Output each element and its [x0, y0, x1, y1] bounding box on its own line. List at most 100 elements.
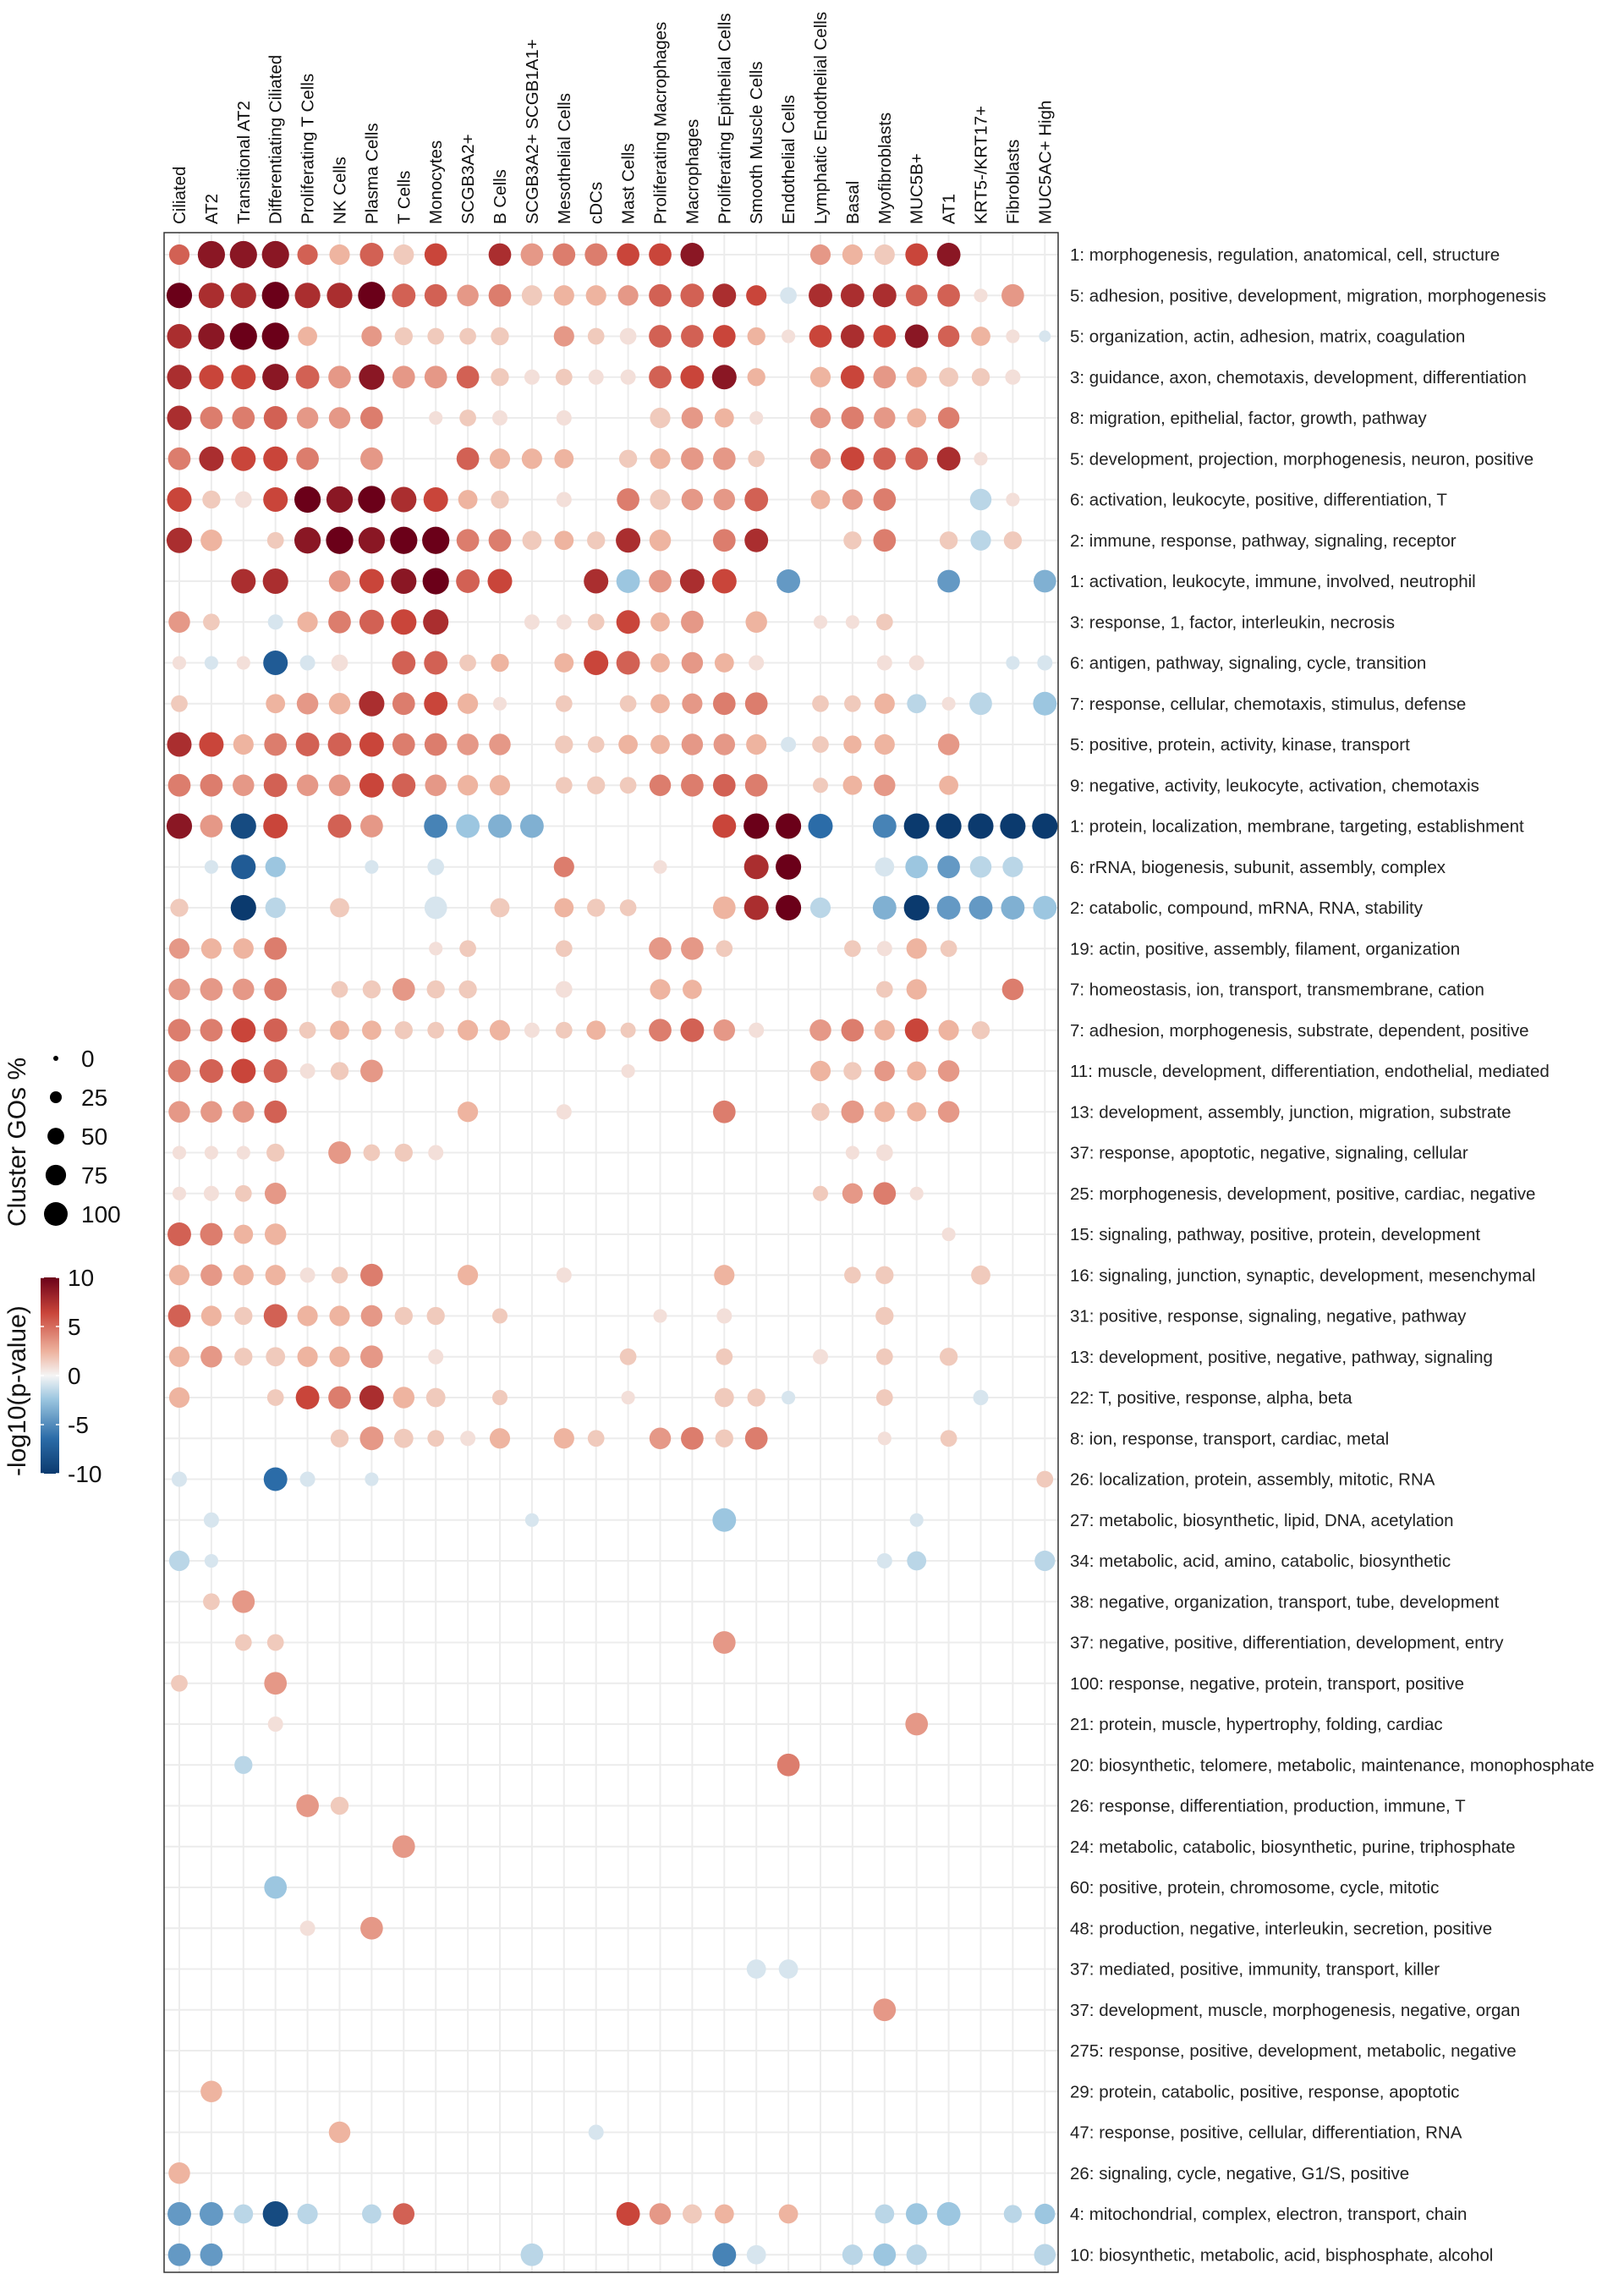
dot: [1034, 2203, 1056, 2225]
dot: [263, 486, 288, 513]
column-labels: Ciliated AT2 Transitional AT2 Differentiati…: [170, 12, 1055, 224]
dot: [681, 1426, 704, 1450]
dot: [744, 487, 769, 512]
row-label: 26: localization, protein, assembly, mit…: [1070, 1470, 1435, 1490]
dot: [940, 940, 957, 958]
legend-size-label: 50: [81, 1123, 107, 1150]
dot: [554, 448, 574, 469]
dot: [840, 283, 864, 308]
dot: [423, 609, 449, 635]
dot: [808, 813, 833, 839]
dot: [299, 1267, 315, 1283]
dot: [841, 1019, 864, 1042]
dot: [1033, 569, 1056, 593]
dot: [971, 327, 990, 346]
legend-color: -log10(p-value) 10 5 0 -5 -10: [3, 1265, 102, 1487]
dot: [776, 569, 801, 593]
row-label: 11: muscle, development, differentiation…: [1070, 1062, 1550, 1081]
dot: [714, 1387, 734, 1408]
dot: [556, 614, 572, 630]
column-label: SCGB3A2+: [458, 134, 478, 224]
dot: [588, 2124, 604, 2140]
dot: [681, 447, 704, 470]
dot: [359, 568, 384, 594]
dot: [294, 527, 321, 554]
dot: [749, 655, 765, 671]
legend-size-dot: [50, 1091, 62, 1103]
dot: [330, 1020, 349, 1041]
dot: [842, 489, 863, 510]
dot: [458, 693, 479, 714]
dot: [391, 486, 417, 513]
dot: [204, 860, 218, 874]
dot: [809, 325, 832, 348]
dot: [456, 365, 480, 389]
dot: [936, 2202, 961, 2226]
dot: [939, 367, 958, 387]
dot: [780, 287, 797, 305]
dot: [681, 937, 704, 960]
dot: [492, 1308, 508, 1324]
dot: [424, 651, 448, 675]
dot: [712, 529, 736, 552]
legend-size-dot: [47, 1128, 64, 1145]
dot: [809, 366, 831, 387]
row-label: 20: biosynthetic, telomere, metabolic, m…: [1070, 1755, 1594, 1775]
dot: [204, 1553, 218, 1568]
dot: [809, 407, 831, 429]
column-label: Myofibroblasts: [875, 113, 895, 224]
dot: [974, 452, 988, 466]
dot: [231, 1058, 256, 1084]
dot: [842, 244, 863, 266]
dot: [359, 243, 384, 266]
dot: [199, 2202, 223, 2226]
dot: [360, 1916, 383, 1940]
dot: [231, 854, 256, 880]
dot: [264, 1100, 288, 1123]
dot: [330, 1796, 349, 1815]
dot: [172, 1471, 187, 1487]
dot: [264, 1223, 287, 1245]
dot: [265, 1265, 286, 1286]
row-label: 60: positive, protein, chromosome, cycle…: [1070, 1878, 1439, 1898]
dot: [937, 1101, 960, 1123]
row-label: 37: mediated, positive, immunity, transp…: [1070, 1960, 1440, 1980]
dot: [422, 568, 449, 595]
dot: [331, 654, 348, 672]
dot: [172, 1145, 187, 1160]
dot: [168, 244, 190, 266]
dot: [873, 2243, 897, 2266]
dot: [424, 896, 447, 920]
dot: [200, 1222, 223, 1246]
dot: [167, 486, 192, 513]
dot: [427, 327, 445, 345]
dot: [840, 447, 864, 471]
colorbar-label: 5: [68, 1314, 81, 1340]
dot: [555, 1021, 573, 1039]
dot: [328, 407, 351, 429]
dot: [359, 364, 385, 390]
dot: [649, 365, 672, 389]
dot: [230, 813, 256, 839]
dot: [939, 775, 958, 795]
dot: [971, 1021, 990, 1040]
dot: [587, 1430, 605, 1447]
column-label: AT1: [940, 194, 959, 224]
dot: [457, 284, 479, 306]
column-label: Ciliated: [170, 167, 189, 224]
dot: [937, 325, 960, 348]
dot: [491, 653, 509, 673]
row-label: 6: activation, leukocyte, positive, diff…: [1070, 491, 1447, 510]
dot: [552, 243, 576, 266]
dot: [906, 366, 927, 387]
dot: [264, 1876, 288, 1899]
dot: [619, 899, 637, 916]
dot: [649, 2203, 672, 2225]
colorbar-label: 10: [68, 1265, 94, 1291]
dot: [941, 696, 956, 711]
dot: [813, 615, 828, 629]
dot: [460, 1431, 476, 1447]
dot: [650, 734, 670, 755]
dot: [200, 2080, 222, 2102]
dot: [199, 446, 224, 471]
